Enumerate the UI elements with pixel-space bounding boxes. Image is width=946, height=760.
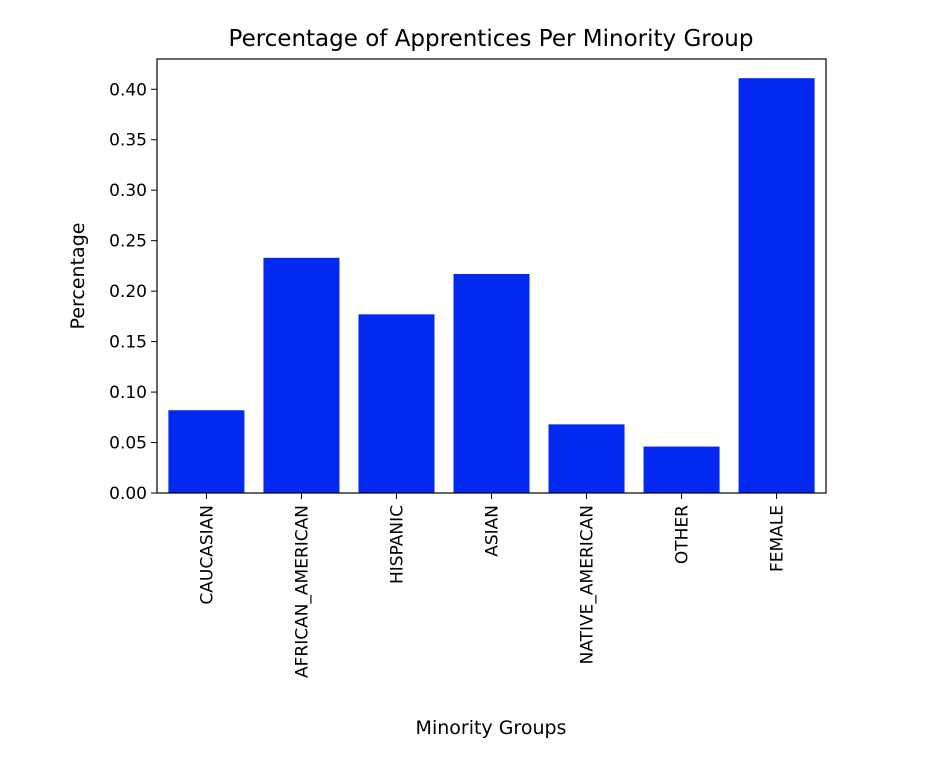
x-axis-ticks: CAUCASIAN AFRICAN_AMERICAN HISPANIC ASIAN NA… [197, 493, 788, 678]
x-tick-label: OTHER [673, 505, 693, 564]
bar-asian [453, 273, 530, 493]
bar-female [738, 78, 815, 493]
x-axis-label: Minority Groups [416, 717, 567, 739]
bar-caucasian [168, 410, 245, 493]
y-axis-label: Percentage [67, 223, 89, 330]
y-tick-label: 0.10 [109, 383, 147, 403]
x-tick-label: NATIVE_AMERICAN [578, 505, 598, 664]
y-tick-label: 0.15 [109, 333, 147, 353]
x-tick-label: AFRICAN_AMERICAN [292, 505, 312, 678]
x-tick-label: FEMALE [768, 505, 788, 572]
y-tick-label: 0.35 [109, 131, 147, 151]
x-tick-label: ASIAN [483, 505, 503, 557]
y-tick-label: 0.05 [109, 434, 147, 454]
y-tick-label: 0.20 [109, 282, 147, 302]
bars-group [168, 78, 815, 493]
plot-frame [156, 58, 827, 494]
chart-title: Percentage of Apprentices Per Minority G… [229, 26, 754, 52]
bar-other [643, 446, 720, 493]
y-tick-label: 0.25 [109, 232, 147, 252]
y-tick-label: 0.00 [109, 484, 147, 504]
bar-african-american [263, 257, 340, 493]
x-tick-label: CAUCASIAN [197, 505, 217, 605]
x-tick-label: HISPANIC [387, 505, 407, 584]
y-axis-ticks: 0.00 0.05 0.10 0.15 0.20 0.25 0.30 0.35 0.40 [109, 80, 157, 504]
bar-native-american [548, 424, 625, 493]
y-tick-label: 0.30 [109, 181, 147, 201]
bar-hispanic [358, 314, 435, 493]
y-tick-label: 0.40 [109, 80, 147, 100]
